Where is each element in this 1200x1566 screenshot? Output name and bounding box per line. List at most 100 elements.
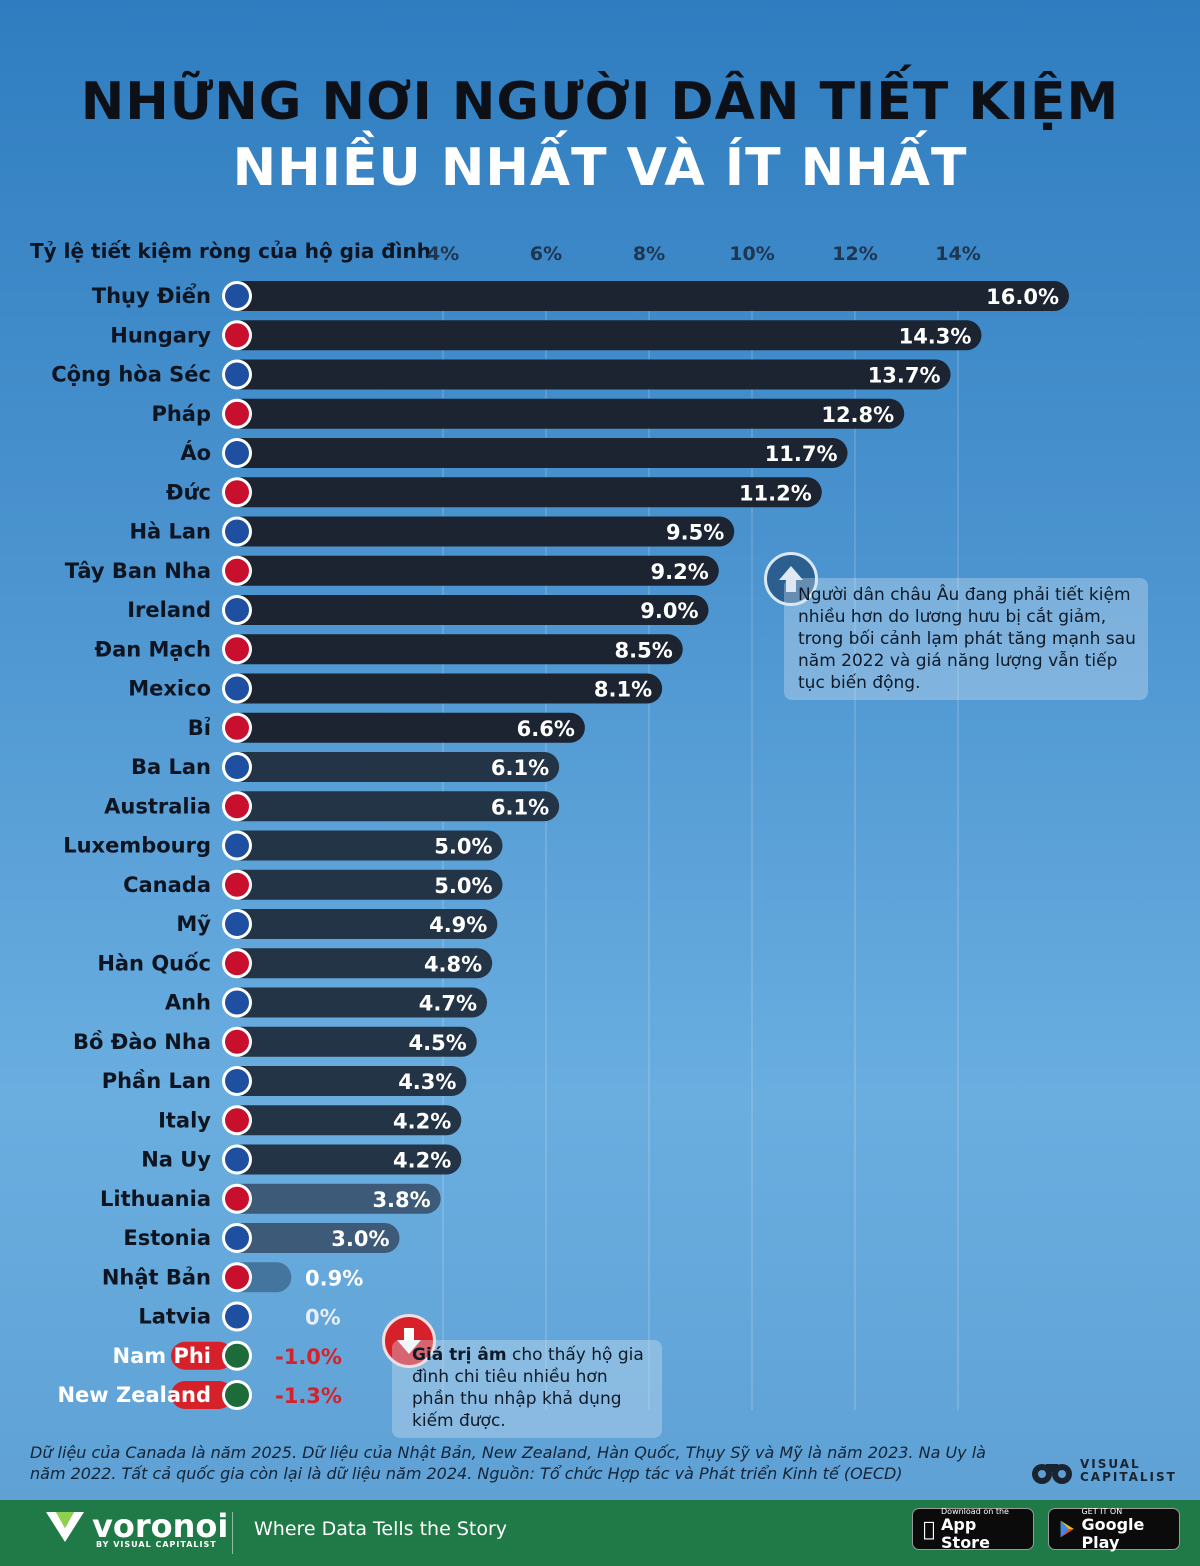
bar-row: Đức 11.2% [166, 477, 822, 508]
flag-fill [225, 441, 249, 465]
annotation-negative-bold: Giá trị âm [412, 1345, 507, 1365]
chart-ticks: 4% 6% 8% 10% 12% 14% [427, 243, 981, 265]
savings-bar-chart: Tỷ lệ tiết kiệm ròng của hộ gia đình 4% 6… [30, 239, 1069, 1410]
category-label: Lithuania [100, 1187, 211, 1211]
flag-fill [225, 1147, 249, 1172]
flag-fill [225, 912, 249, 936]
bar [227, 987, 488, 1018]
flag-fill [225, 1383, 249, 1407]
app-store-label: App Store [929, 1515, 1019, 1551]
bar [227, 320, 982, 351]
bar [227, 359, 951, 390]
tick-label: 4% [427, 243, 459, 265]
bar-row: Thụy Điển 16.0% [92, 281, 1069, 311]
bar [227, 398, 905, 429]
value-label: 4.7% [419, 992, 477, 1016]
bar [227, 869, 503, 900]
category-label: Na Uy [141, 1148, 211, 1172]
category-label: Ba Lan [131, 755, 211, 779]
value-label: 3.8% [372, 1188, 430, 1212]
source-footnote: Dữ liệu của Canada là năm 2025. Dữ liệu … [30, 1443, 986, 1483]
bar [227, 477, 822, 508]
app-store-button[interactable]:  Download on the App Store [912, 1507, 1034, 1551]
flag-fill [225, 1343, 249, 1368]
flag-fill [225, 1226, 249, 1250]
bar-row: Hungary 14.3% [110, 320, 982, 351]
bar [227, 791, 560, 822]
binoculars-icon [1032, 1464, 1072, 1484]
flag-fill [225, 715, 249, 740]
bar-row: Hàn Quốc 4.8% [97, 948, 493, 979]
value-label: 4.8% [424, 952, 482, 976]
bar-row: Bồ Đào Nha 4.5% [73, 1026, 477, 1057]
title-line-1: NHỮNG NƠI NGƯỜI DÂN TIẾT KIỆM [80, 72, 1120, 132]
bar-row: Ba Lan 6.1% [131, 752, 560, 782]
footer-bar: voronoi BY VISUAL CAPITALIST Where Data … [0, 1500, 1200, 1566]
category-label: Nam Phi [113, 1344, 211, 1368]
bar [227, 909, 498, 939]
value-label: 11.7% [765, 442, 838, 466]
google-play-button[interactable]: GET IT ON Google Play [1048, 1506, 1180, 1552]
annotation-negative: Giá trị âm cho thấy hộ gia đình chi tiêu… [392, 1340, 662, 1438]
flag-fill [225, 558, 249, 583]
bar-row: Phần Lan 4.3% [102, 1066, 467, 1096]
value-label: 9.2% [651, 560, 709, 584]
chart-gridlines [442, 281, 959, 1410]
annotation-negative-text: cho thấy hộ gia đình chi tiêu nhiều hơn … [412, 1345, 644, 1431]
bar-row: Canada 5.0% [123, 869, 503, 900]
bar-row: Đan Mạch 8.5% [95, 634, 683, 665]
title-line-2: NHIỀU NHẤT VÀ ÍT NHẤT [232, 138, 968, 198]
flag-fill [225, 872, 249, 897]
category-label: Hungary [110, 323, 211, 347]
value-label: 0.9% [305, 1266, 363, 1290]
flag-fill [225, 676, 249, 701]
bar-row: Nhật Bản 0.9% [102, 1262, 363, 1293]
category-label: Tây Ban Nha [65, 559, 211, 583]
value-label: 3.0% [331, 1227, 389, 1251]
google-play-label: Google Play [1081, 1514, 1145, 1552]
bar-row: Mỹ 4.9% [176, 909, 498, 939]
annotation-europe: Người dân châu Âu đang phải tiết kiệm nh… [784, 578, 1148, 700]
tick-label: 14% [935, 243, 980, 265]
bar [227, 1223, 400, 1253]
bar-row: Bỉ 6.6% [188, 712, 585, 743]
bar [227, 830, 503, 861]
value-label: -1.3% [275, 1384, 342, 1408]
chart-axis-title: Tỷ lệ tiết kiệm ròng của hộ gia đình [30, 239, 431, 263]
value-label: -1.0% [275, 1345, 342, 1369]
bar [227, 1183, 441, 1214]
voronoi-brand[interactable]: voronoi [44, 1508, 228, 1544]
flag-fill [225, 951, 249, 976]
bar [227, 438, 848, 468]
category-label: Mexico [128, 677, 211, 701]
bar [227, 281, 1069, 311]
value-label: 5.0% [434, 835, 492, 859]
bar-row: Estonia 3.0% [123, 1223, 400, 1253]
bar-row: Tây Ban Nha 9.2% [65, 555, 719, 586]
value-label: 6.1% [491, 795, 549, 819]
bar [227, 555, 719, 586]
value-label: 8.1% [594, 678, 652, 702]
bar [227, 1105, 462, 1136]
google-play-small-label: GET IT ON [1081, 1506, 1123, 1516]
negative-marker [171, 1341, 233, 1370]
value-label: 9.0% [640, 599, 698, 623]
flag-fill [225, 519, 249, 544]
category-label: Canada [123, 873, 211, 897]
bar-row: Mexico 8.1% [128, 673, 663, 704]
category-label: Estonia [123, 1226, 211, 1250]
category-label: Mỹ [176, 912, 211, 936]
bar-row: Pháp 12.8% [151, 398, 905, 429]
flag-fill [225, 362, 249, 387]
bar-row: Nam Phi -1.0% [113, 1340, 342, 1371]
value-label: 4.3% [398, 1070, 456, 1094]
bar-row: New Zealand -1.3% [57, 1380, 342, 1410]
visual-capitalist-logo: VISUAL CAPITALIST [1030, 1456, 1177, 1486]
google-play-icon [1060, 1520, 1074, 1538]
app-store-small-label: Download on the [929, 1507, 1009, 1525]
category-label: Australia [104, 794, 211, 818]
arrow-down-icon [382, 1314, 436, 1368]
bar [227, 1144, 462, 1175]
category-label: Cộng hòa Séc [51, 363, 211, 387]
category-label: Nhật Bản [102, 1265, 211, 1289]
